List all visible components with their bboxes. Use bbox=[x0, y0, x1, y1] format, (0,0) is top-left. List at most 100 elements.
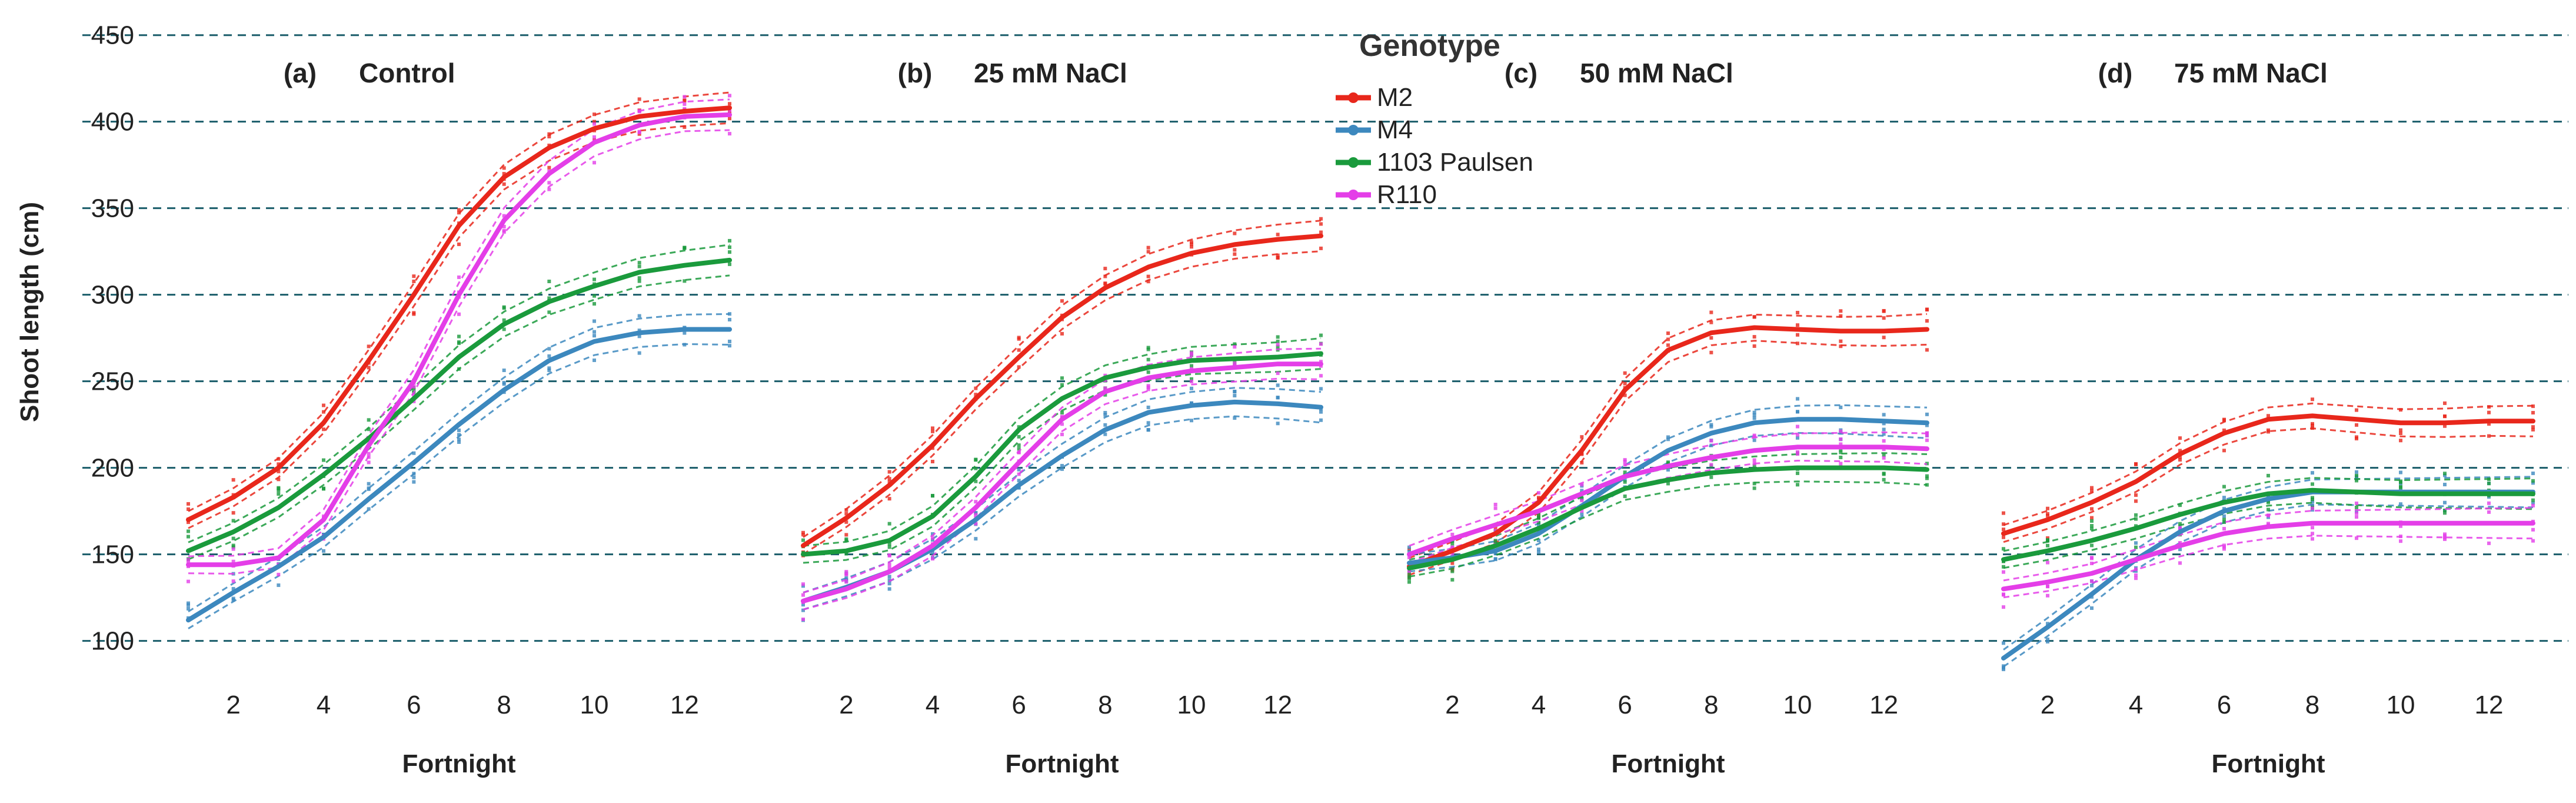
obs-point bbox=[1407, 550, 1411, 554]
obs-point bbox=[1276, 256, 1280, 260]
obs-point bbox=[2311, 500, 2314, 504]
obs-point bbox=[1623, 459, 1627, 463]
obs-point bbox=[1190, 351, 1193, 355]
obs-point bbox=[974, 479, 978, 483]
obs-point bbox=[683, 279, 687, 283]
obs-point bbox=[1580, 452, 1584, 456]
obs-point bbox=[412, 312, 416, 316]
x-axis-title: Fortnight bbox=[1611, 749, 1725, 778]
obs-point bbox=[2222, 449, 2226, 453]
obs-point bbox=[1103, 413, 1107, 417]
obs-point bbox=[844, 508, 848, 512]
x-tick-label-10: 10 bbox=[2387, 691, 2415, 719]
obs-point bbox=[1319, 230, 1323, 234]
obs-point bbox=[1276, 396, 1280, 400]
obs-point bbox=[683, 107, 687, 111]
x-tick-label-2: 2 bbox=[2041, 691, 2055, 719]
line-1103-paulsen-3 bbox=[1407, 465, 1929, 571]
obs-point bbox=[457, 242, 461, 246]
obs-point bbox=[2090, 486, 2094, 490]
obs-point bbox=[1882, 422, 1886, 426]
obs-point bbox=[2355, 473, 2358, 477]
obs-point bbox=[1752, 458, 1756, 462]
obs-point bbox=[1407, 580, 1411, 584]
obs-point bbox=[1493, 557, 1497, 561]
obs-point bbox=[728, 238, 731, 243]
obs-point bbox=[1666, 337, 1670, 341]
obs-point bbox=[2399, 524, 2402, 528]
x-tick-label-8: 8 bbox=[1098, 691, 1112, 719]
obs-point bbox=[593, 358, 596, 362]
obs-point bbox=[1882, 456, 1886, 460]
obs-point bbox=[887, 582, 891, 586]
obs-point bbox=[2443, 537, 2447, 541]
obs-point bbox=[2355, 505, 2358, 509]
obs-point bbox=[1103, 281, 1107, 286]
obs-point bbox=[1190, 242, 1193, 246]
obs-point bbox=[801, 584, 805, 588]
obs-point bbox=[887, 553, 891, 558]
obs-point bbox=[1103, 386, 1107, 390]
obs-point bbox=[683, 343, 687, 347]
obs-point bbox=[2178, 455, 2182, 459]
obs-point bbox=[2090, 516, 2094, 520]
obs-point bbox=[1537, 548, 1540, 552]
obs-point bbox=[2134, 573, 2138, 577]
obs-point bbox=[931, 550, 934, 555]
obs-point bbox=[801, 608, 805, 612]
obs-point bbox=[2443, 401, 2447, 405]
y-tick-label-400: 400 bbox=[91, 108, 134, 137]
line-r110-1 bbox=[186, 112, 732, 568]
obs-point bbox=[887, 542, 891, 546]
obs-point bbox=[844, 520, 848, 524]
obs-point bbox=[1319, 217, 1323, 221]
obs-point bbox=[2090, 489, 2094, 493]
obs-point bbox=[2134, 499, 2138, 503]
obs-point bbox=[1882, 432, 1886, 436]
legend-marker bbox=[1348, 92, 1359, 103]
obs-point bbox=[2002, 605, 2005, 609]
obs-point bbox=[1925, 433, 1929, 437]
obs-point bbox=[844, 537, 848, 541]
obs-point bbox=[187, 579, 190, 583]
obs-point bbox=[277, 488, 281, 492]
obs-point bbox=[1319, 418, 1323, 422]
obs-point bbox=[2487, 477, 2491, 482]
obs-point bbox=[547, 280, 551, 284]
obs-point bbox=[1882, 427, 1886, 432]
band-m2 bbox=[2003, 402, 2534, 526]
obs-point bbox=[1796, 323, 1799, 327]
legend-entry-1103-paulsen: 1103 Paulsen bbox=[1377, 148, 1533, 177]
obs-point bbox=[887, 470, 891, 474]
obs-point bbox=[412, 472, 416, 476]
obs-point bbox=[1623, 393, 1627, 397]
obs-point bbox=[1017, 450, 1021, 454]
panel-tag: (b) bbox=[898, 58, 933, 88]
obs-point bbox=[187, 502, 190, 506]
obs-point bbox=[1103, 423, 1107, 427]
obs-point bbox=[2355, 536, 2358, 540]
line-r110-4 bbox=[2001, 520, 2535, 592]
band-1103-paulsen bbox=[2003, 477, 2534, 552]
obs-point bbox=[231, 543, 235, 548]
band-r110 bbox=[803, 347, 1322, 594]
obs-point bbox=[1103, 267, 1107, 271]
obs-point bbox=[1450, 552, 1455, 556]
obs-point bbox=[683, 95, 687, 99]
obs-point bbox=[844, 533, 848, 537]
obs-point bbox=[728, 132, 731, 136]
obs-point bbox=[1666, 461, 1670, 465]
obs-point bbox=[2178, 449, 2182, 453]
line-1103-paulsen-4 bbox=[2001, 487, 2535, 562]
obs-point bbox=[2178, 522, 2182, 526]
obs-point bbox=[2487, 434, 2491, 438]
obs-point bbox=[728, 312, 731, 316]
obs-point bbox=[1839, 405, 1843, 409]
obs-point bbox=[231, 478, 235, 482]
obs-point bbox=[1233, 248, 1237, 252]
obs-point bbox=[502, 327, 506, 331]
obs-point bbox=[2134, 567, 2138, 571]
obs-point bbox=[457, 208, 461, 212]
obs-point bbox=[1233, 345, 1237, 349]
obs-point bbox=[1407, 576, 1411, 580]
